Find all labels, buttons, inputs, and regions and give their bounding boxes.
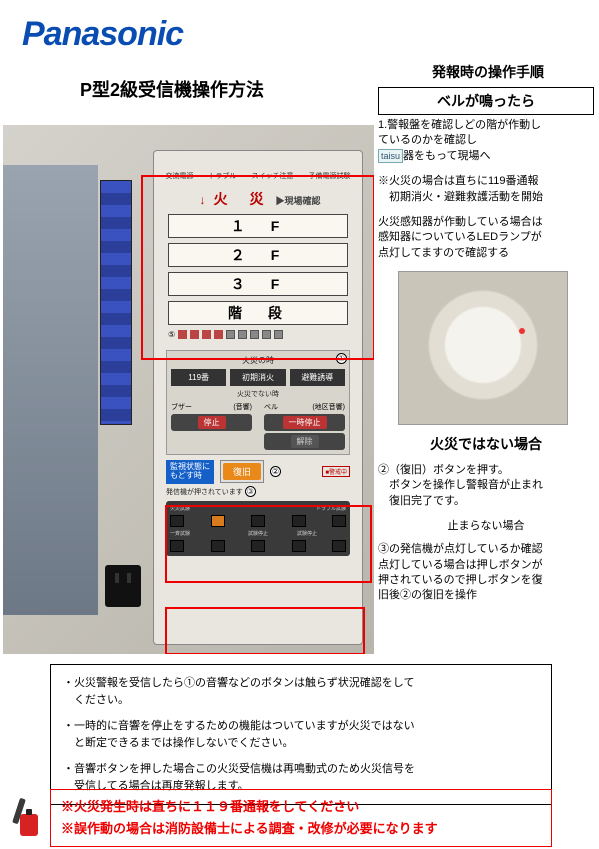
test-label: 一斉試験 <box>170 530 190 537</box>
fire-text: 火 災 <box>214 191 268 207</box>
emergency-buttons: 119番 初期消火 避難誘導 <box>171 369 345 386</box>
floor-indicator: 階 段 <box>168 301 348 325</box>
btn-hinan[interactable]: 避難誘導 <box>290 369 345 386</box>
procedure-sub-heading: ベルが鳴ったら <box>378 87 594 115</box>
test-btn[interactable] <box>292 515 306 527</box>
test-btn[interactable] <box>332 540 346 552</box>
note-item: ・火災警報を受信したら①の音響などのボタンは触らず状況確認をして ください。 <box>63 675 539 708</box>
power-socket <box>105 565 141 607</box>
circ-5: ⑤ <box>168 330 175 344</box>
buzzer-label: ブザー <box>171 402 192 412</box>
pause-button[interactable]: 一時停止 <box>264 414 345 431</box>
status-led: 交流電源 <box>166 171 194 181</box>
procedure-text: 1.警報盤を確認しどの階が作動し てているのかを確認し taisu器をもって現場… <box>378 118 594 614</box>
warning-line: ※火災発生時は直ちに１１９番通報をしてください <box>61 796 541 818</box>
monitor-row: 監視状態に もどす時 復旧 ② ■警戒中 <box>166 460 350 484</box>
receiver-panel-photo: 交流電源 トラブル スイッチ注意 予備電源試験 ↓火 災 ▶現場確認 １ F ２… <box>3 125 374 654</box>
circ-3: ③ <box>245 486 256 497</box>
tool-icon <box>10 798 44 838</box>
warning-line: ※誤作動の場合は消防設備士による調査・改修が必要になります <box>61 818 541 840</box>
test-label: 火災試験 <box>170 505 190 512</box>
fire-label: ↓火 災 ▶現場確認 <box>154 189 362 209</box>
bell-label: ベル <box>264 402 278 412</box>
operation-block: 火災の時 ① 119番 初期消火 避難誘導 火災でない時 ブザー(音響) 停止 … <box>166 350 350 455</box>
test-label: 試験停止 <box>248 530 268 537</box>
fukkyu-button[interactable]: 復旧 <box>220 460 264 483</box>
status-led: トラブル <box>209 171 237 181</box>
step-led: 火災感知器が作動している場合は 感知器についているLEDランプが 点灯してますの… <box>378 215 594 261</box>
not-fire-heading: 火災ではない場合 <box>378 435 594 455</box>
notes-box: ・火災警報を受信したら①の音響などのボタンは触らず状況確認をして ください。 ・… <box>50 664 552 805</box>
indicator-marks: ⑤ <box>168 330 348 344</box>
test-block: 火災試験 トラブル試験 一斉試験 試験停止 試験停止 <box>166 501 350 556</box>
smoke-sensor-photo <box>398 271 568 425</box>
circ-2: ② <box>270 466 281 477</box>
test-btn[interactable] <box>332 515 346 527</box>
nofire-label: 火災でない時 <box>171 389 345 399</box>
step-1: 1.警報盤を確認しどの階が作動し てているのかを確認し taisu器をもって現場… <box>378 118 594 164</box>
test-label: トラブル試験 <box>316 505 346 512</box>
circuit-board <box>3 165 98 615</box>
step-2: ②（復旧）ボタンを押す。 ボタンを操作し警報音が止まれ 復旧完了です。 <box>378 463 594 509</box>
status-led: 予備電源試験 <box>309 171 351 181</box>
test-btn[interactable] <box>170 515 184 527</box>
btn-119[interactable]: 119番 <box>171 369 226 386</box>
kaijo-button[interactable]: 解除 <box>264 433 345 450</box>
hasshin-row: 発信機が押されています ③ <box>166 486 350 497</box>
taisu-box: taisu <box>378 149 403 164</box>
genba-text: ▶現場確認 <box>275 194 320 207</box>
test-btn[interactable] <box>292 540 306 552</box>
warning-box: ※火災発生時は直ちに１１９番通報をしてください ※誤作動の場合は消防設備士による… <box>50 789 552 847</box>
test-btn[interactable] <box>211 540 225 552</box>
terminal-block <box>100 180 132 425</box>
warn-badge: ■警戒中 <box>322 466 350 477</box>
brand-logo: Panasonic <box>22 15 183 54</box>
bell-sub: (地区音響) <box>312 402 345 412</box>
page-title: P型2級受信機操作方法 <box>80 76 264 102</box>
floor-indicator: ２ F <box>168 243 348 267</box>
test-btn[interactable] <box>170 540 184 552</box>
circ-1: ① <box>336 353 347 364</box>
step-3: ③の発信機が点灯しているか確認 点灯している場合は押しボタンが 押されているので… <box>378 542 594 604</box>
test-btn[interactable] <box>251 515 265 527</box>
floor-indicator: ３ F <box>168 272 348 296</box>
procedure-heading: 発報時の操作手順 <box>432 62 544 82</box>
not-stopping-label: 止まらない場合 <box>378 519 594 534</box>
control-panel-face: 交流電源 トラブル スイッチ注意 予備電源試験 ↓火 災 ▶現場確認 １ F ２… <box>153 150 363 645</box>
test-btn[interactable] <box>211 515 225 527</box>
test-btn[interactable] <box>251 540 265 552</box>
step-note: ※火災の場合は直ちに119番通報 初期消火・避難救護活動を開始 <box>378 174 594 205</box>
note-item: ・一時的に音響を停止をするための機能はついていますが火災ではない と断定できるま… <box>63 718 539 751</box>
status-leds: 交流電源 トラブル スイッチ注意 予備電源試験 <box>154 171 362 181</box>
fire-section-label: 火災の時 <box>242 355 274 366</box>
btn-shoki[interactable]: 初期消火 <box>230 369 285 386</box>
status-led: スイッチ注意 <box>252 171 294 181</box>
floor-indicator: １ F <box>168 214 348 238</box>
monitor-label: 監視状態に もどす時 <box>166 460 214 484</box>
buzzer-sub: (音響) <box>233 402 252 412</box>
stop-button[interactable]: 停止 <box>171 414 252 431</box>
test-label: 試験停止 <box>297 530 317 537</box>
